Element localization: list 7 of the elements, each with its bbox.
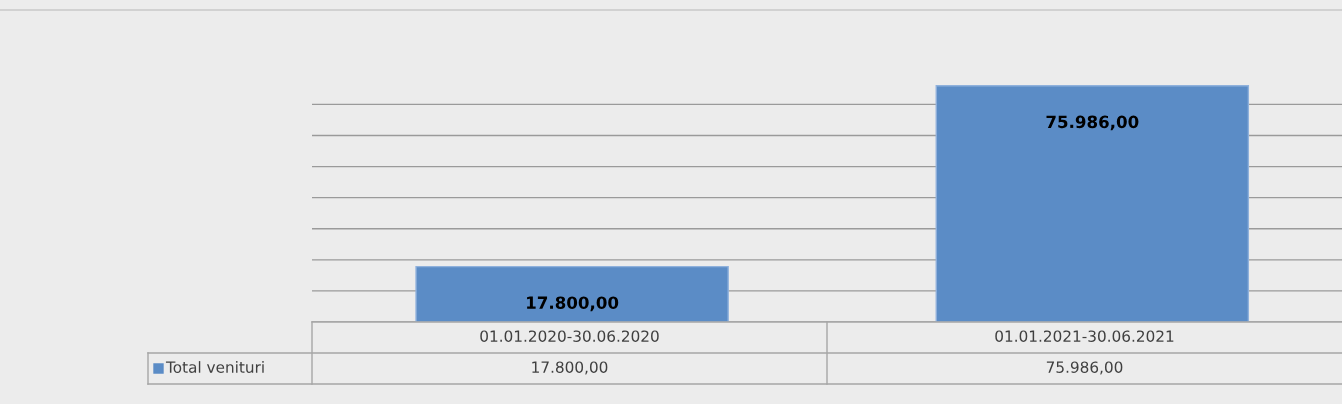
data-label: 75.986,00 xyxy=(1046,361,1123,375)
x-tick-label: 01.01.2020-30.06.2020 xyxy=(480,330,659,342)
text: 75.986,00 xyxy=(1046,115,1139,131)
text: 17.800,00 xyxy=(527,296,619,312)
x-tick-label: 01.01.2021-30.06.2021 xyxy=(995,330,1174,342)
data-label: 17.800,00 xyxy=(532,361,608,375)
legend-label: Total venituri xyxy=(165,361,264,373)
